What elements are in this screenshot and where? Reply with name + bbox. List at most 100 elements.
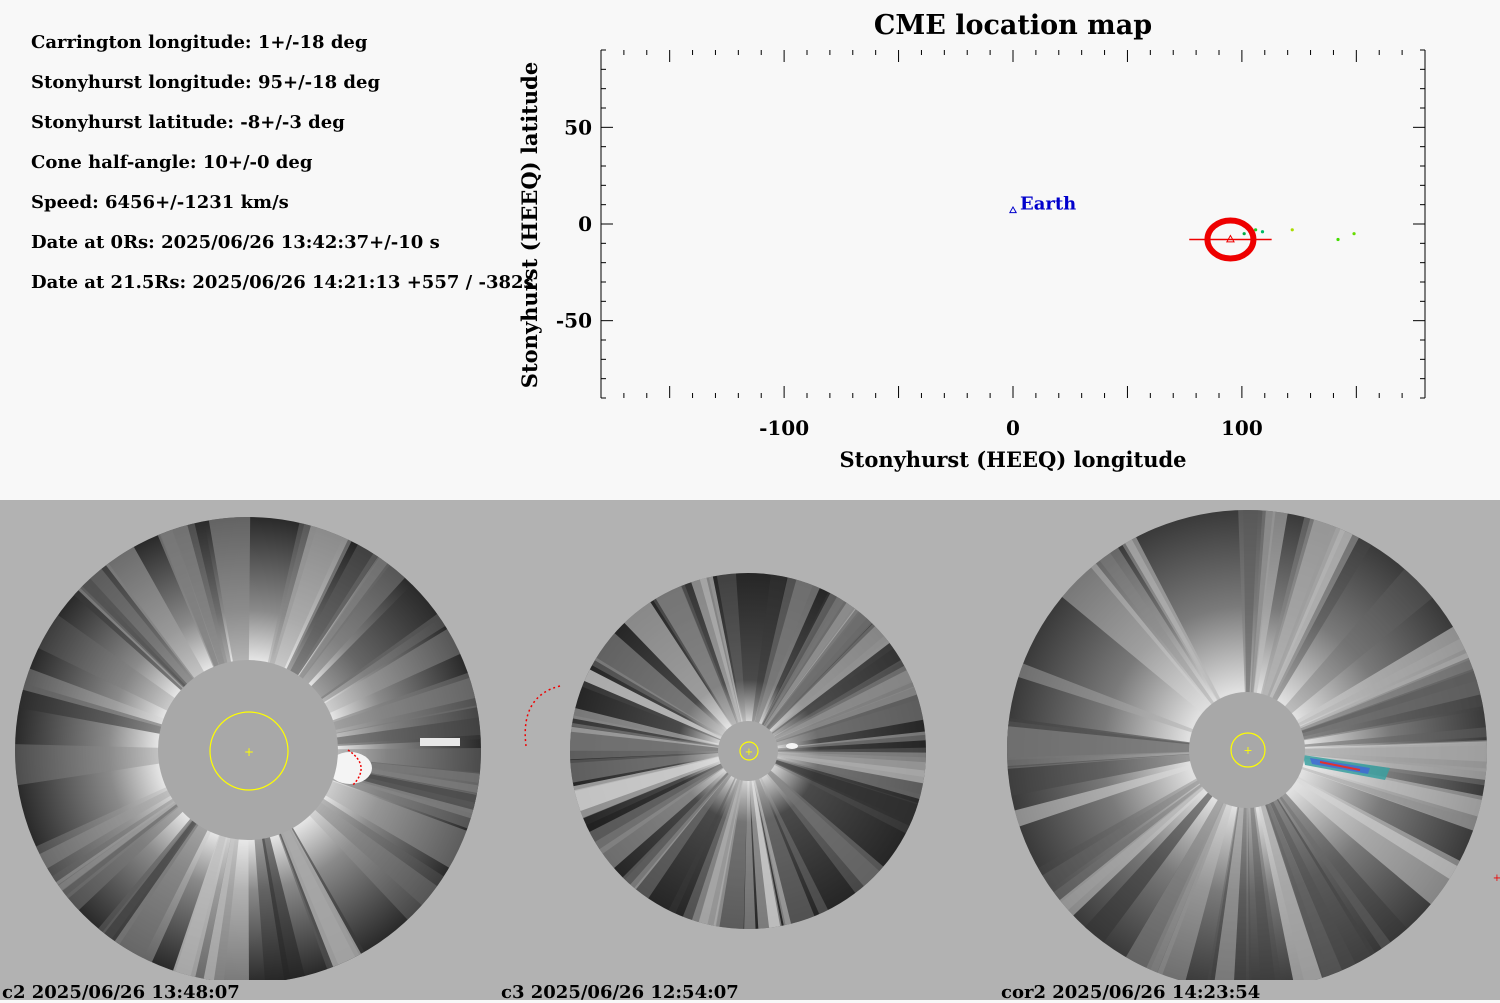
cor2-panel: + + [1007, 510, 1500, 980]
streamer-ray [1007, 725, 1247, 770]
streamer-ray [1247, 512, 1343, 750]
scatter-point-2 [1260, 230, 1265, 234]
streamer-ray [1247, 750, 1332, 980]
cor2-sun-circle [1230, 732, 1266, 768]
earth-label: Earth [1020, 193, 1076, 214]
streamer-ray [1247, 520, 1375, 750]
cor2-streamers [1007, 510, 1487, 980]
streamer-ray [1247, 624, 1474, 750]
streamer-ray [1007, 720, 1247, 768]
streamer-ray [748, 631, 908, 751]
streamer-ray [1205, 750, 1252, 980]
cor2-caption: cor2 2025/06/26 14:23:54 [1001, 982, 1261, 1003]
streamer-ray [748, 734, 926, 758]
streamer-ray [748, 751, 782, 929]
streamer-ray [748, 662, 919, 751]
streamer-ray [649, 578, 748, 751]
scatter-point-5 [1352, 232, 1356, 236]
streamer-ray [715, 573, 748, 751]
streamer-ray [1119, 535, 1247, 750]
streamer-ray [1247, 510, 1274, 750]
streamer-ray [570, 713, 748, 751]
streamer-ray [570, 751, 748, 821]
streamer-ray [678, 573, 748, 751]
streamer-ray [1123, 750, 1247, 975]
map-title: CME location map [874, 10, 1152, 41]
top-panel: Carrington longitude: 1+/-18 deg Stonyhu… [0, 0, 1500, 500]
streamer-ray [619, 751, 748, 894]
streamer-ray [583, 751, 748, 858]
streamer-ray [698, 573, 748, 751]
streamer-ray [1122, 532, 1247, 750]
axis-ticks [600, 49, 1426, 399]
x-tick-label-0: 0 [1006, 416, 1020, 440]
streamer-ray [748, 751, 784, 929]
streamer-ray [748, 751, 793, 929]
coronagraph-images: + + + + [15, 510, 1500, 980]
scatter-points [1242, 228, 1356, 242]
streamer-ray [1247, 636, 1470, 750]
streamer-ray [1007, 750, 1247, 797]
streamer-ray [1247, 741, 1487, 781]
streamer-ray [748, 751, 926, 785]
streamer-ray [748, 751, 926, 785]
param-stonyhurst-latitude: Stonyhurst latitude: -8+/-3 deg [31, 112, 345, 133]
streamer-ray [748, 635, 900, 751]
streamer-ray [748, 751, 818, 929]
y-tick-label-0: 0 [578, 212, 592, 236]
streamer-ray [1212, 750, 1247, 980]
streamer-ray [696, 751, 748, 929]
streamer-ray [1013, 661, 1247, 750]
streamer-ray [1247, 726, 1487, 750]
streamer-ray [570, 721, 748, 751]
c3-sun-circle [739, 741, 759, 761]
cor2-cme-fit-points-red [1319, 761, 1361, 771]
streamer-ray [625, 751, 748, 895]
streamer-ray [588, 628, 748, 751]
streamer-ray [743, 751, 756, 929]
streamer-ray [1247, 750, 1465, 882]
streamer-ray [696, 751, 748, 929]
streamer-ray [748, 596, 863, 751]
streamer-ray [619, 596, 748, 751]
x-axis-label: Stonyhurst (HEEQ) longitude [839, 447, 1186, 472]
streamer-ray [1247, 522, 1362, 750]
streamer-ray [1007, 717, 1247, 758]
streamer-ray [1009, 750, 1247, 829]
streamer-ray [748, 751, 832, 921]
streamer-ray [712, 751, 748, 929]
streamer-ray [689, 751, 748, 929]
streamer-ray [1087, 543, 1247, 750]
streamer-ray [748, 573, 816, 751]
streamer-ray [1247, 650, 1486, 750]
streamer-ray [1081, 750, 1247, 947]
param-speed: Speed: 6456+/-1231 km/s [31, 192, 289, 213]
streamer-ray [1123, 750, 1247, 980]
streamer-ray [1247, 514, 1355, 750]
streamer-ray [1055, 750, 1247, 919]
streamer-ray [570, 730, 748, 764]
streamer-ray [588, 751, 748, 873]
streamer-ray [748, 585, 841, 751]
c3-bright-feature [786, 743, 798, 749]
param-date-0rs: Date at 0Rs: 2025/06/26 13:42:37+/-10 s [31, 232, 440, 253]
streamer-ray [570, 751, 748, 814]
streamer-ray [577, 666, 748, 751]
streamer-ray [748, 751, 925, 837]
cor2-occulter [1189, 692, 1305, 808]
param-stonyhurst-longitude: Stonyhurst longitude: 95+/-18 deg [31, 72, 381, 93]
scatter-point-0 [1242, 232, 1246, 236]
c3-caption: c3 2025/06/26 12:54:07 [501, 982, 739, 1003]
streamer-ray [748, 751, 926, 826]
streamer-ray [1247, 565, 1437, 750]
streamer-ray [1058, 559, 1247, 750]
streamer-ray [1033, 750, 1247, 892]
c3-occulter [718, 721, 778, 781]
streamer-ray [748, 603, 880, 751]
c2-occulter [158, 660, 338, 840]
streamer-ray [1247, 750, 1487, 818]
streamer-ray [748, 679, 926, 751]
scatter-point-3 [1290, 228, 1294, 232]
streamer-ray [1247, 750, 1284, 980]
streamer-ray [1247, 510, 1289, 750]
